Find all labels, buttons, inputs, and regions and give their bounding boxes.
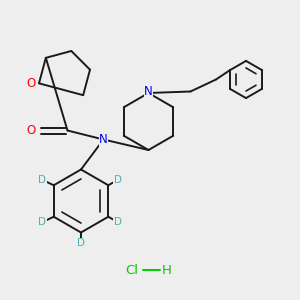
Text: Cl: Cl bbox=[125, 263, 139, 277]
Text: D: D bbox=[114, 175, 122, 185]
Text: D: D bbox=[38, 175, 46, 185]
Text: O: O bbox=[26, 77, 35, 90]
Text: H: H bbox=[162, 263, 171, 277]
Text: N: N bbox=[99, 133, 108, 146]
Text: D: D bbox=[38, 217, 46, 227]
Text: D: D bbox=[114, 217, 122, 227]
Text: D: D bbox=[77, 238, 85, 248]
Text: N: N bbox=[144, 85, 153, 98]
Text: O: O bbox=[26, 124, 35, 137]
